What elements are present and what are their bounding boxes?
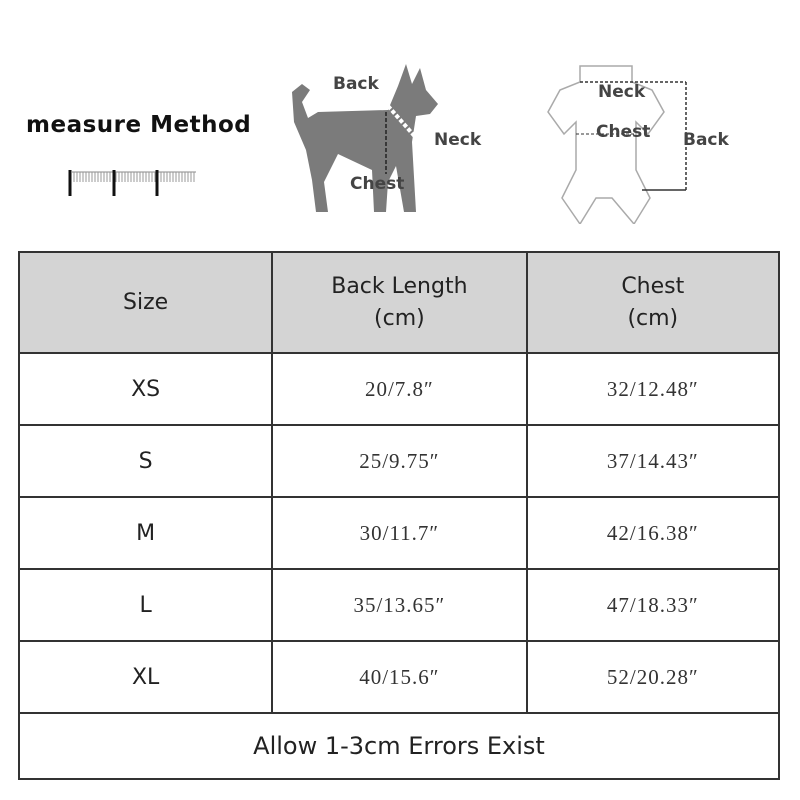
dog-neck-label: Neck <box>434 130 482 150</box>
size-cell: XS <box>17 352 274 426</box>
errors-note: Allow 1-3cm Errors Exist <box>18 712 780 780</box>
size-cell: S <box>17 424 274 498</box>
column-unit: (cm) <box>374 305 425 331</box>
column-header-size: Size <box>17 251 274 354</box>
table-row: L 35/13.65″ 47/18.33″ <box>17 568 781 642</box>
measure-method-title: measure Method <box>26 112 252 138</box>
chest-cell: 52/20.28″ <box>525 640 781 714</box>
column-label: Chest <box>621 273 685 299</box>
back-length-cell: 40/15.6″ <box>271 640 528 714</box>
ruler-icon <box>68 170 196 196</box>
dog-back-label: Back <box>333 74 379 94</box>
chest-cell: 32/12.48″ <box>525 352 781 426</box>
table-row: S 25/9.75″ 37/14.43″ <box>17 424 781 498</box>
column-header-chest: Chest (cm) <box>525 251 781 354</box>
table-row: M 30/11.7″ 42/16.38″ <box>17 496 781 570</box>
column-label: Size <box>123 289 169 315</box>
back-length-cell: 30/11.7″ <box>271 496 528 570</box>
chest-cell: 47/18.33″ <box>525 568 781 642</box>
chest-cell: 37/14.43″ <box>525 424 781 498</box>
dog-chest-label: Chest <box>350 174 405 194</box>
size-cell: M <box>17 496 274 570</box>
table-row: XS 20/7.8″ 32/12.48″ <box>17 352 781 426</box>
back-length-cell: 20/7.8″ <box>271 352 528 426</box>
garment-chest-label: Chest <box>596 122 651 142</box>
garment-icon <box>547 65 687 224</box>
size-cell: L <box>17 568 274 642</box>
table-row: XL 40/15.6″ 52/20.28″ <box>17 640 781 714</box>
dog-silhouette-icon <box>292 64 438 212</box>
column-label: Back Length <box>331 273 468 299</box>
garment-back-label: Back <box>683 130 729 150</box>
column-header-back-length: Back Length (cm) <box>271 251 528 354</box>
chest-cell: 42/16.38″ <box>525 496 781 570</box>
size-cell: XL <box>17 640 274 714</box>
table-header-row: Size Back Length (cm) Chest (cm) <box>17 251 781 354</box>
column-unit: (cm) <box>627 305 679 331</box>
back-length-cell: 25/9.75″ <box>271 424 528 498</box>
table-footer-row: Allow 1-3cm Errors Exist <box>18 712 780 780</box>
garment-neck-label: Neck <box>598 82 646 102</box>
back-length-cell: 35/13.65″ <box>271 568 528 642</box>
size-chart-table: Size Back Length (cm) Chest (cm) XS 20/7.8″… <box>17 251 781 780</box>
